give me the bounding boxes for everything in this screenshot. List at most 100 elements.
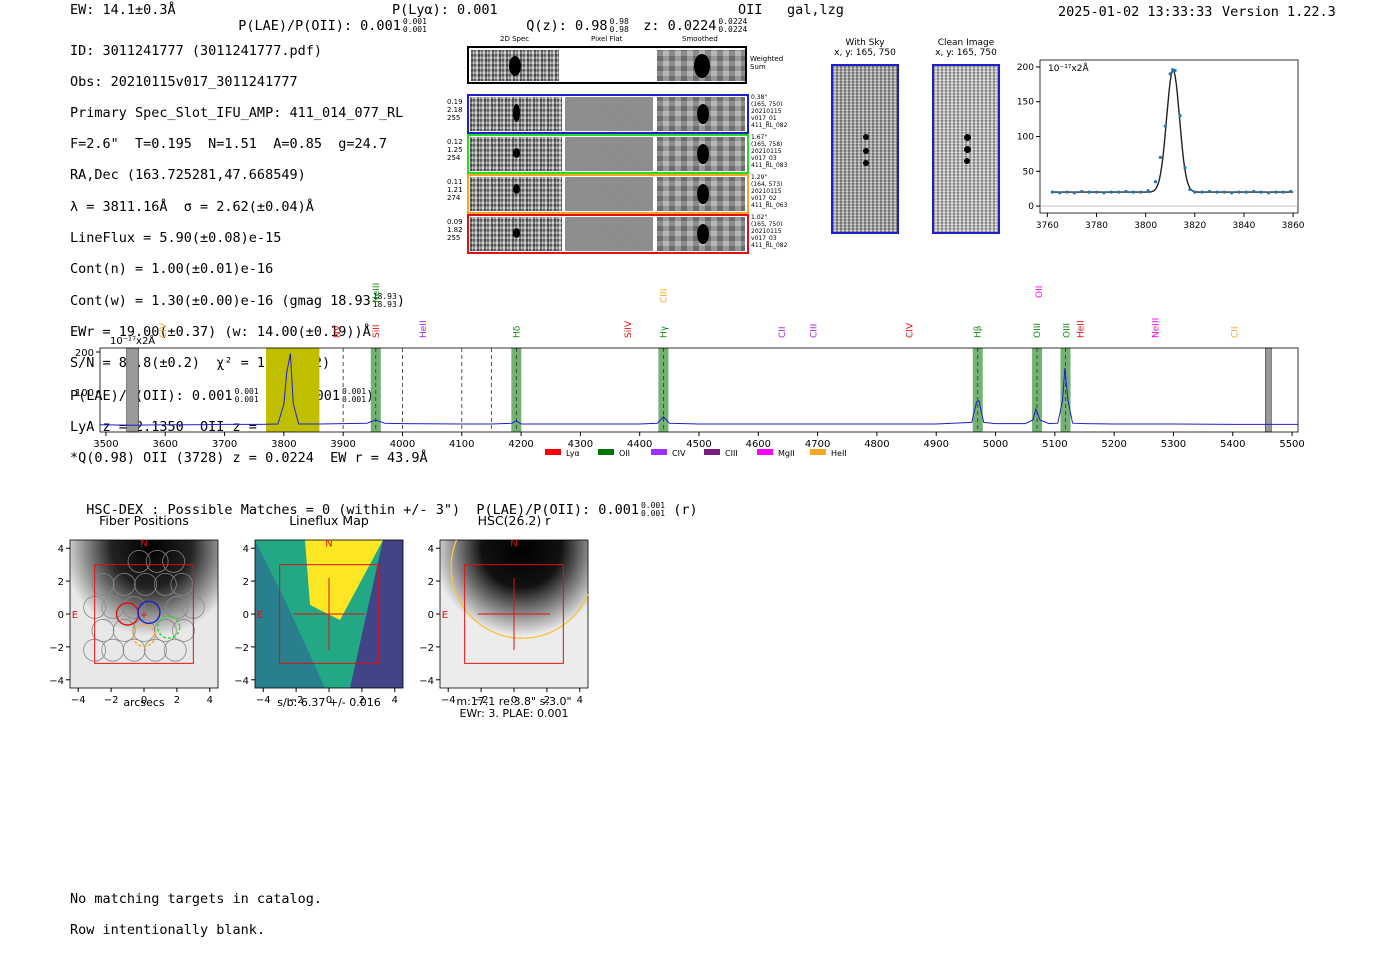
clean-image-title: Clean Image x, y: 165, 750 — [935, 38, 997, 58]
spectrum-xtick-label: 3600 — [153, 439, 178, 450]
spectrum-xtick-label: 3500 — [93, 439, 118, 450]
spectrum-xtick-label: 3700 — [212, 439, 237, 450]
fiber-positions-title: Fiber Positions — [99, 513, 189, 528]
info-q: *Q(0.98) OII (3728) z = 0.0224 EW r = 43… — [70, 450, 428, 467]
weighted-sum-cutout — [467, 46, 747, 84]
spectrum-line-label: HeII — [1076, 320, 1086, 338]
fiber-ytick-label: −4 — [49, 676, 64, 687]
zoom-ylabel: 10⁻¹⁷x2Å — [1048, 62, 1089, 74]
info-lambda: λ = 3811.16Å σ = 2.62(±0.04)Å — [70, 198, 314, 215]
info-ewr: EWr = 19.00(±0.37) (w: 14.00(±0.19))Å — [70, 324, 371, 341]
full-spectrum-plot: 3500 3600 3700 3800 3900 4000 4100 4200 4300 4400… — [75, 283, 1305, 458]
zoom-data-point — [1259, 190, 1263, 194]
hsc-xtick-label: 2 — [544, 695, 550, 706]
header-z: z: 0.0224 0.0224 0.0224 — [627, 2, 747, 35]
fiber-circle — [132, 619, 156, 642]
spectrum-masked-edge-left — [126, 347, 139, 433]
spectrum-line-label: OII — [1035, 286, 1045, 298]
spectrum-line-label: CII — [1231, 326, 1241, 338]
spectrum-xtick-label: 5000 — [983, 439, 1008, 450]
fiber-circle-blue — [137, 600, 161, 625]
spectrum-line-label: SiII — [372, 324, 382, 338]
info-id: ID: 3011241777 (3011241777.pdf) — [70, 42, 322, 59]
spectrum-xtick-label: 5200 — [1101, 439, 1126, 450]
spectrum-legend-label: CIV — [672, 449, 686, 458]
spectrum-legend-swatch — [651, 449, 667, 455]
zoom-ytick-label: 50 — [1023, 167, 1035, 177]
cutout-row-left-label: 0.09 1.82 255 — [447, 218, 463, 242]
spectrum-legend-label: MgII — [778, 449, 795, 458]
spectrum-line-label: Hγ — [659, 325, 669, 338]
hsc-ytick-label: −2 — [419, 643, 434, 654]
lineflux-xtick-label: 2 — [359, 695, 365, 706]
zoom-data-point — [1117, 190, 1121, 194]
header-z-text: z: 0.0224 — [643, 18, 717, 34]
spectrum-xtick-label: 5500 — [1279, 439, 1304, 450]
hsc-ytick-label: −4 — [419, 676, 434, 687]
header-plae-text: P(LAE)/P(OII): 0.001 — [238, 18, 401, 34]
header-ew: EW: 14.1±0.3Å — [70, 2, 176, 18]
zoom-data-point — [1094, 190, 1099, 194]
hsc-ytick-label: 2 — [428, 577, 434, 588]
lineflux-xtick-label: −2 — [289, 695, 304, 706]
fiber-circle — [101, 638, 125, 662]
zoom-data-point — [1050, 190, 1054, 194]
cutout-row-1 — [467, 94, 749, 134]
zoom-data-point — [1200, 190, 1204, 194]
zoom-data-point — [1153, 180, 1158, 184]
zoom-xtick-label: 3840 — [1232, 221, 1255, 231]
header-qz-range: 0.98 0.98 — [609, 17, 629, 34]
spectrum-ytick-label: 100 — [75, 388, 94, 399]
spectrum-legend-label: CIII — [725, 449, 738, 458]
spectrum-xtick-label: 4400 — [627, 439, 652, 450]
footer-line2: Row intentionally blank. — [70, 921, 266, 938]
fiber-east-label: E — [72, 610, 78, 621]
spectrum-xtick-label: 4200 — [508, 439, 533, 450]
zoom-data-point — [1131, 190, 1135, 194]
zoom-data-point — [1183, 166, 1187, 170]
spectrum-xtick-label: 4900 — [924, 439, 949, 450]
lineflux-ytick-label: −2 — [234, 643, 249, 654]
lineflux-xtick-label: 4 — [392, 695, 398, 706]
with-sky-title: With Sky x, y: 165, 750 — [834, 38, 896, 58]
zoom-data-point — [1178, 114, 1182, 118]
cutout-title-2dspec: 2D Spec — [500, 35, 530, 43]
fiber-circle — [112, 619, 136, 642]
zoom-ytick-label: 200 — [1017, 63, 1034, 73]
zoom-fit-curve — [1052, 68, 1294, 193]
spectrum-line-label: Hδ — [512, 325, 522, 338]
zoom-fit-plot: 3760 3780 3800 3820 3840 3860 0 50 100 150 200 10⁻¹… — [1017, 59, 1305, 231]
zoom-data-point — [1163, 124, 1167, 128]
zoom-data-point — [1207, 189, 1212, 194]
header-plae-range: 0.001 0.001 — [402, 17, 427, 34]
cutout-row-right-label: 1.29" (164, 573) 20210115 v017_02 411_RL_063 — [751, 174, 788, 209]
info-contn: Cont(n) = 1.00(±0.01)e-16 — [70, 260, 274, 277]
fiber-circle — [127, 549, 151, 573]
hsc-aperture-box — [464, 564, 564, 664]
spectrum-line-label: NeIII — [372, 283, 382, 303]
zoom-data-point — [1222, 190, 1226, 194]
hsc-galaxy-ellipse — [450, 539, 589, 639]
zoom-data-point — [1080, 189, 1084, 194]
fiber-xtick-label: −2 — [104, 695, 119, 706]
lineflux-ytick-label: 4 — [243, 544, 249, 555]
fiber-circle — [122, 596, 146, 619]
info-contw: Cont(w) = 1.30(±0.00)e-16 (gmag 18.93 18.… — [70, 292, 405, 310]
cutout-row-4 — [467, 214, 749, 254]
hsc-xtick-label: 0 — [511, 695, 517, 706]
fiber-north-label: N — [140, 539, 147, 550]
hsc-r-panel: 4 2 0 −2 −4 −4 −2 0 2 4 N E — [419, 539, 589, 706]
spectrum-legend-swatch — [757, 449, 773, 455]
lineflux-xlabel: s/b: 6.37 +/- 0.016 — [277, 696, 381, 709]
hsc-ytick-label: 4 — [428, 544, 434, 555]
fiber-circle — [101, 596, 125, 619]
cutout-row-right-label: 1.02" (165, 750) 20210115 v017_03 411_RL_082 — [751, 214, 788, 249]
fiber-ytick-label: −2 — [49, 643, 64, 654]
header-plae: P(LAE)/P(OII): 0.001 0.001 0.001 — [222, 2, 427, 35]
cutout-row-left-label: 0.19 2.18 255 — [447, 98, 463, 122]
spectrum-legend-swatch — [545, 449, 561, 455]
fiber-circle — [91, 619, 115, 642]
spectrum-ytick-label: 200 — [75, 348, 94, 359]
cutout-title-smoothed: Smoothed — [682, 35, 718, 43]
fiber-positions-panel: 4 2 0 −2 −4 −4 −2 0 2 4 N E + — [49, 539, 219, 706]
